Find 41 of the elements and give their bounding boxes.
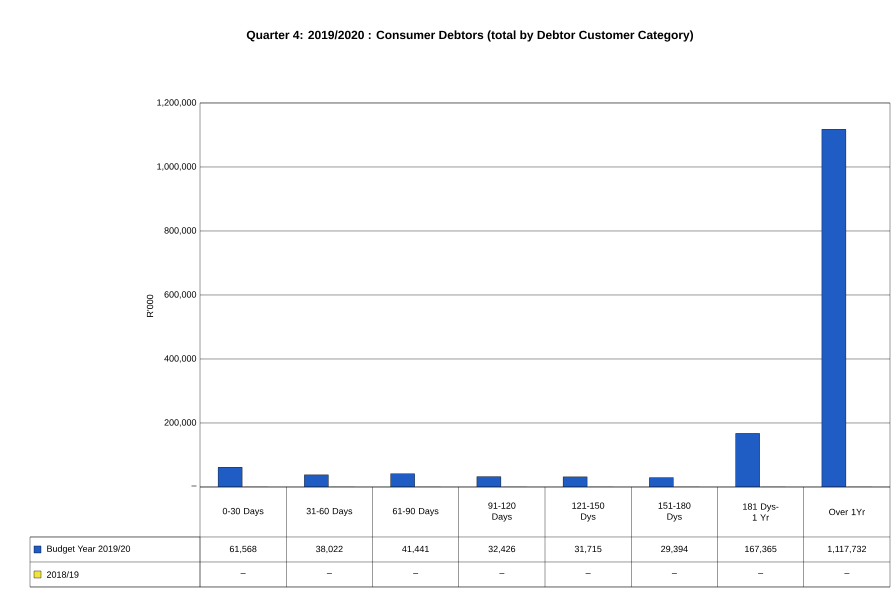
data-label: – <box>326 573 332 574</box>
data-label: 32,426 <box>488 546 516 554</box>
x-tick-label: 121-150 Dys <box>572 502 604 522</box>
chart-title: Quarter 4: 2019/2020 : Consumer Debtors (total by Debtor Customer Category) <box>246 30 694 42</box>
x-tick-label: 151-180 Dys <box>658 502 690 522</box>
data-label: – <box>499 573 504 574</box>
data-label: 61,568 <box>230 546 256 554</box>
y-tick-label: 600,000 <box>164 291 196 299</box>
data-label: 29,394 <box>661 546 688 554</box>
data-label: 38,022 <box>316 546 343 554</box>
data-label: 1,117,732 <box>828 546 866 554</box>
x-tick-label: 31-60 Days <box>306 508 352 516</box>
data-label: – <box>586 573 591 574</box>
bar <box>390 474 415 487</box>
data-label: – <box>672 573 677 574</box>
x-tick-label: 181 Dys- 1 Yr <box>743 503 778 521</box>
legend-label: Budget Year 2019/20 <box>47 545 130 554</box>
data-label: 167,365 <box>745 546 776 554</box>
y-tick-label: 800,000 <box>164 227 196 235</box>
y-tick-label: 400,000 <box>164 355 196 363</box>
bar <box>304 474 328 487</box>
bar <box>822 129 846 487</box>
data-label: 31,715 <box>574 546 602 554</box>
y-tick-label: 1,000,000 <box>157 163 196 171</box>
x-tick-label: 0-30 Days <box>222 508 264 516</box>
data-label: – <box>413 573 418 574</box>
y-tick-label: 200,000 <box>164 419 196 427</box>
bar <box>563 476 588 487</box>
bar <box>218 467 242 487</box>
legend-label: 2018/19 <box>46 571 79 578</box>
y-tick-label: 1,200,000 <box>157 99 196 107</box>
x-tick-label: Over 1Yr <box>829 508 865 516</box>
data-label: – <box>844 573 850 574</box>
bar <box>735 433 760 487</box>
data-label: – <box>240 573 246 574</box>
bar <box>476 476 501 487</box>
x-tick-label: 61-90 Days <box>392 508 438 516</box>
y-axis-title: R'000 <box>146 294 154 317</box>
data-label: 41,441 <box>402 546 429 554</box>
data-label: – <box>758 573 764 574</box>
x-tick-label: 91-120 Days <box>488 502 516 522</box>
